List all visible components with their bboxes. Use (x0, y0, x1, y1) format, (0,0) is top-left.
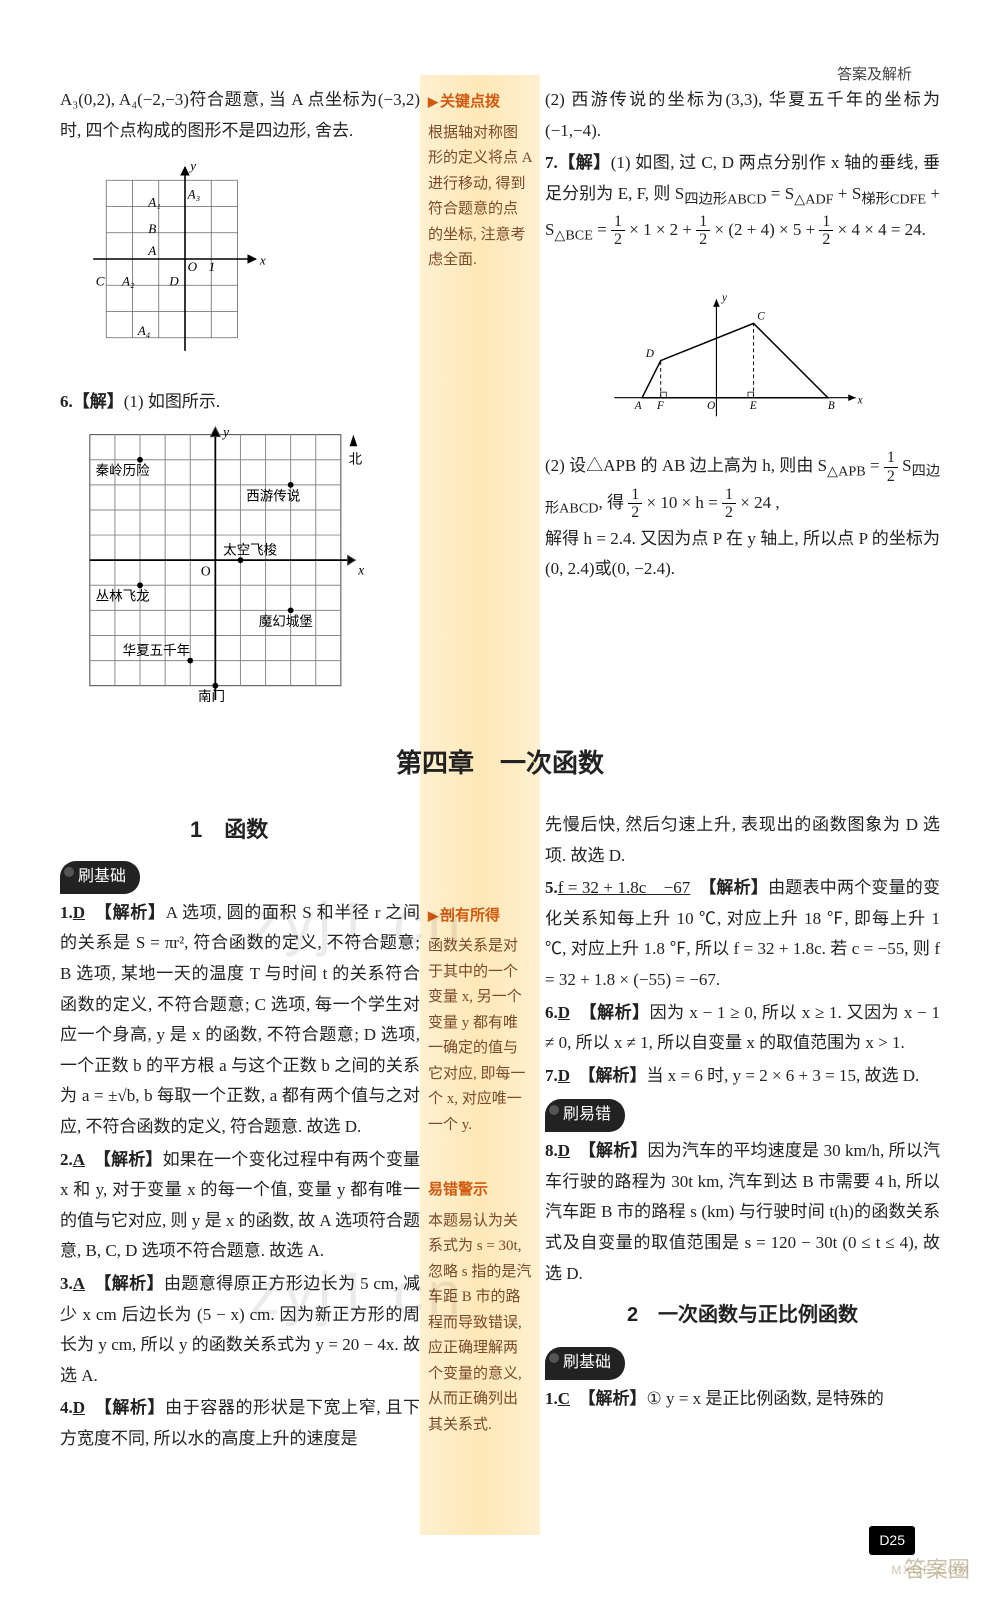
r-q7-3: 解得 h = 2.4. 又因为点 P 在 y 轴上, 所以点 P 的坐标为(0,… (545, 524, 940, 585)
svg-text:A₄: A₄ (137, 323, 151, 338)
l2-q1: 1.D 【解析】A 选项, 圆的面积 S 和半径 r 之间的关系是 S = πr… (60, 898, 420, 1143)
svg-text:太空飞梭: 太空飞梭 (223, 543, 277, 558)
left-col-upper: A₃(0,2), A₄(−2,−3)符合题意, 当 A 点坐标为(−3,2)时,… (60, 85, 420, 728)
svg-text:魔幻城堡: 魔幻城堡 (259, 614, 313, 629)
footer-url: MXQE.COM (891, 1560, 970, 1582)
svg-text:C: C (757, 311, 765, 323)
svg-text:南门: 南门 (198, 690, 225, 705)
svg-text:A₃: A₃ (187, 187, 201, 202)
svg-text:华夏五千年: 华夏五千年 (123, 643, 191, 658)
left-p1: A₃(0,2), A₄(−2,−3)符合题意, 当 A 点坐标为(−3,2)时,… (60, 85, 420, 146)
svg-text:E: E (749, 400, 757, 412)
note3: 本题易认为关系式为 s = 30t, 忽略 s 指的是汽车距 B 市的路程而导致… (428, 1209, 532, 1439)
svg-text:y: y (721, 292, 727, 304)
note1-title: 关键点拨 (428, 94, 500, 110)
svg-text:A: A (147, 243, 157, 258)
r2-q21: 1.C 【解析】① y = x 是正比例函数, 是特殊的 (545, 1384, 940, 1415)
svg-text:秦岭历险: 秦岭历险 (96, 464, 150, 479)
r2-q7: 7.D 【解析】当 x = 6 时, y = 2 × 6 + 3 = 15, 故… (545, 1061, 940, 1092)
svg-text:1: 1 (209, 259, 216, 274)
svg-text:x: x (259, 252, 266, 267)
badge-jichu: 刷基础 (60, 861, 140, 894)
badge-jichu-2: 刷基础 (545, 1347, 625, 1380)
left-col-lower: 刷基础 1.D 【解析】A 选项, 圆的面积 S 和半径 r 之间的关系是 S … (60, 855, 420, 1456)
margin-notes: 关键点拨 根据轴对称图形的定义将点 A 进行移动, 得到符合题意的点的坐标, 注… (420, 75, 540, 1535)
r2-q8: 8.D 【解析】因为汽车的平均速度是 30 km/h, 所以汽车行驶的路程为 3… (545, 1136, 940, 1289)
svg-text:O: O (188, 259, 198, 274)
svg-text:O: O (201, 564, 211, 579)
svg-text:y: y (188, 158, 196, 173)
svg-text:D: D (645, 348, 654, 360)
section-1-title: 1 函数 (190, 810, 268, 850)
r-p1: (2) 西游传说的坐标为(3,3), 华夏五千年的坐标为(−1,−4). (545, 85, 940, 146)
svg-text:A₁: A₁ (147, 195, 161, 210)
r-q7-2: (2) 设△APB 的 AB 边上高为 h, 则由 S△APB = 12 S四边… (545, 449, 940, 521)
note1: 根据轴对称图形的定义将点 A 进行移动, 得到符合题意的点的坐标, 注意考虑全面… (428, 121, 532, 274)
svg-text:y: y (221, 425, 229, 440)
note3-title: 易错警示 (428, 1178, 532, 1204)
svg-text:B: B (828, 400, 835, 412)
right-col-lower: 先慢后快, 然后匀速上升, 表现出的函数图象为 D 选项. 故选 D. 5.f … (545, 810, 940, 1417)
right-col-upper: (2) 西游传说的坐标为(3,3), 华夏五千年的坐标为(−1,−4). 7.【… (545, 85, 940, 587)
figure-1-grid: A₁ A₃ B A O 1 C A₂ D A₄ x y (80, 154, 420, 375)
r2-p0: 先慢后快, 然后匀速上升, 表现出的函数图象为 D 选项. 故选 D. (545, 810, 940, 871)
svg-text:北: 北 (349, 452, 363, 467)
note2-title: 剖有所得 (428, 908, 500, 924)
l2-q2: 2.A 【解析】如果在一个变化过程中有两个变量 x 和 y, 对于变量 x 的每… (60, 1145, 420, 1267)
svg-text:A₂: A₂ (121, 273, 135, 288)
badge-yicuo: 刷易错 (545, 1099, 625, 1132)
q6: 6.【解】(1) 如图所示. (60, 387, 420, 418)
svg-text:A: A (634, 400, 642, 412)
svg-text:O: O (707, 400, 715, 412)
section-2-title: 2 一次函数与正比例函数 (545, 1297, 940, 1333)
svg-text:x: x (357, 563, 364, 578)
note2: 函数关系是对于其中的一个变量 x, 另一个变量 y 都有唯一确定的值与它对应, … (428, 934, 532, 1138)
svg-text:丛林飞龙: 丛林飞龙 (96, 589, 150, 604)
svg-text:C: C (96, 273, 105, 288)
r-q7-1: 7.【解】(1) 如图, 过 C, D 两点分别作 x 轴的垂线, 垂足分别为 … (545, 148, 940, 249)
svg-text:x: x (857, 394, 863, 406)
l2-q4: 4.D 【解析】由于容器的形状是下宽上窄, 且下方宽度不同, 所以水的高度上升的… (60, 1393, 420, 1454)
chapter-title: 第四章 一次函数 (0, 740, 1000, 787)
svg-text:D: D (168, 273, 179, 288)
svg-text:B: B (148, 221, 156, 236)
figure-2-map: 秦岭历险 西游传说 北 太空飞梭 丛林飞龙 Ox y 魔幻城堡 华夏五千年 南门 (80, 425, 420, 716)
figure-3-quad: A F D O E C B x y (605, 257, 940, 438)
svg-text:西游传说: 西游传说 (246, 489, 300, 504)
r2-q5: 5.f = 32 + 1.8c −67 【解析】由题表中两个变量的变化关系知每上… (545, 873, 940, 995)
r2-q6: 6.D 【解析】因为 x − 1 ≥ 0, 所以 x ≥ 1. 又因为 x − … (545, 998, 940, 1059)
svg-text:F: F (656, 400, 664, 412)
l2-q3: 3.A 【解析】由题意得原正方形边长为 5 cm, 减少 x cm 后边长为 (… (60, 1269, 420, 1391)
